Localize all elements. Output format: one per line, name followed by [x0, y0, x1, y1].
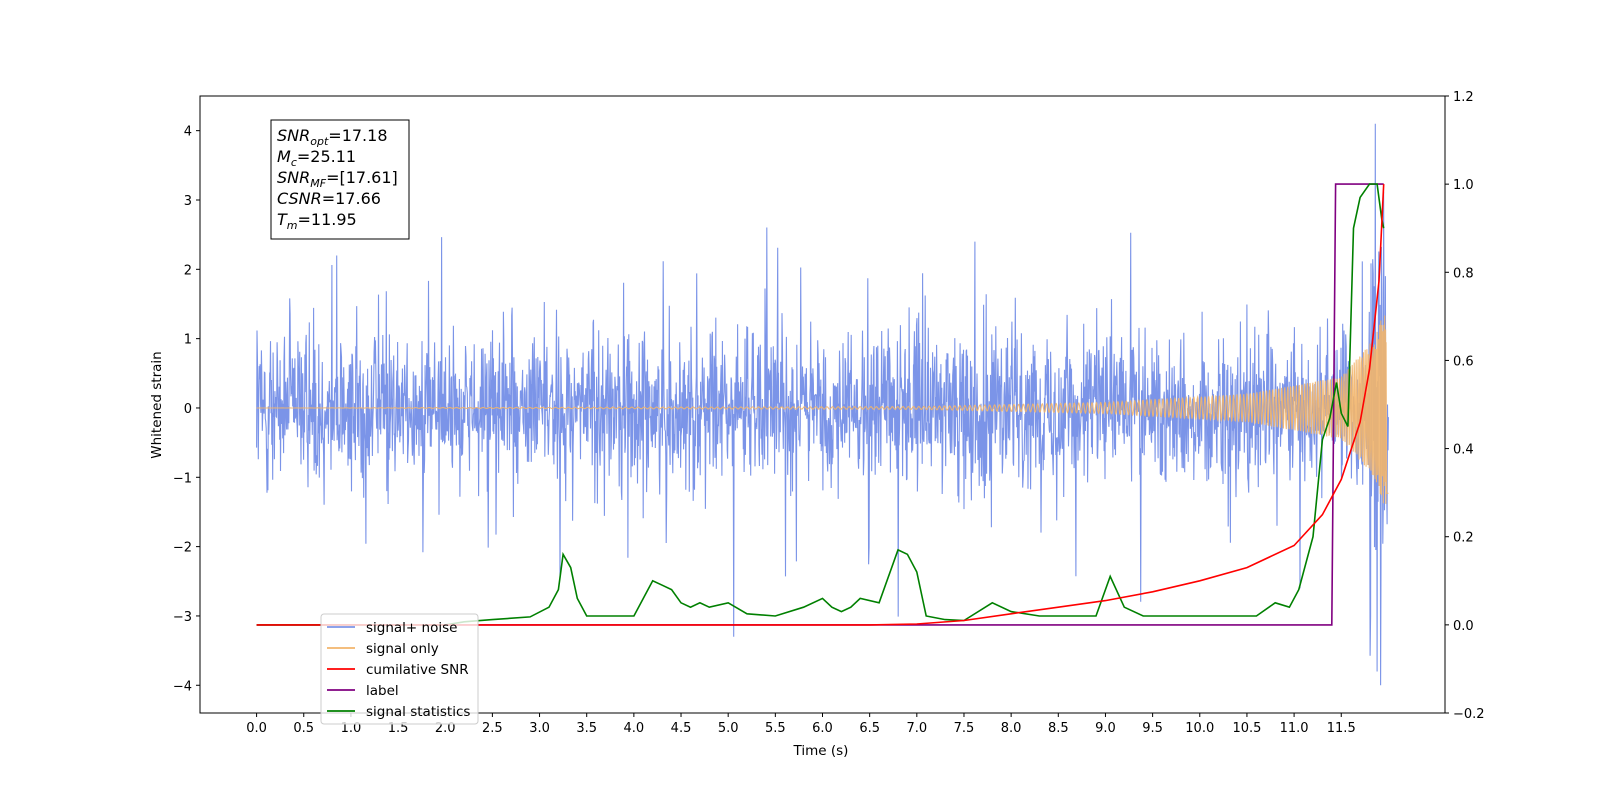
x-tick-label: 7.0 — [906, 721, 927, 736]
x-tick-label: 2.0 — [435, 721, 456, 736]
series-cumulative-snr-line — [256, 184, 1385, 626]
legend-entry-label: signal+ noise — [366, 620, 457, 636]
legend-entry-label: signal only — [366, 641, 439, 657]
legend: signal+ noise signal only cumilative SNR la… — [320, 613, 479, 725]
y2-tick-label: 0.2 — [1453, 531, 1474, 546]
y-tick-label: −3 — [173, 610, 192, 625]
x-tick-label: 7.5 — [954, 721, 975, 736]
y-tick-label: −1 — [173, 471, 192, 486]
x-axis-label: Time (s) — [793, 743, 849, 759]
legend-frame — [320, 613, 479, 725]
plot-area — [256, 123, 1389, 686]
x-tick-label: 8.0 — [1001, 721, 1022, 736]
x-tick-label: 3.0 — [529, 721, 550, 736]
x-tick-label: 10.5 — [1232, 721, 1261, 736]
annotation-line: Tm=11.95 — [277, 210, 357, 232]
series-signal-noise-line — [256, 123, 1389, 686]
y-tick-label: 1 — [184, 333, 192, 348]
y2-tick-label: 0.6 — [1453, 354, 1474, 369]
y2-tick-label: 0.4 — [1453, 443, 1474, 458]
x-tick-label: 11.0 — [1280, 721, 1309, 736]
y-tick-label: 0 — [184, 402, 192, 417]
x-tick-label: 5.5 — [765, 721, 786, 736]
y-tick-label: 2 — [184, 263, 192, 278]
y2-tick-label: 0.8 — [1453, 266, 1474, 281]
x-tick-label: 4.0 — [624, 721, 645, 736]
y-tick-label: −4 — [173, 679, 192, 694]
y2-tick-label: 0.0 — [1453, 619, 1474, 634]
x-tick-label: 6.0 — [812, 721, 833, 736]
x-tick-label: 2.5 — [482, 721, 503, 736]
y2-tick-label: 1.2 — [1453, 90, 1474, 105]
y2-tick-label: −0.2 — [1453, 707, 1485, 722]
y-axis-left: 4 3 2 1 0 −1 −2 −3 −4 — [173, 125, 200, 694]
x-tick-label: 5.0 — [718, 721, 739, 736]
series-signal-statistics-line — [256, 183, 1385, 626]
y-tick-label: 4 — [184, 125, 192, 140]
legend-entry-label: cumilative SNR — [366, 662, 469, 678]
x-tick-label: 11.5 — [1327, 721, 1356, 736]
y-axis-label: Whitened strain — [149, 351, 165, 458]
x-tick-label: 9.0 — [1095, 721, 1116, 736]
annotation-frame — [270, 119, 410, 240]
legend-entry-label: label — [366, 683, 399, 699]
x-tick-label: 0.0 — [246, 721, 267, 736]
x-tick-label: 1.5 — [388, 721, 409, 736]
annotation-line: SNRopt=17.18 — [277, 126, 388, 148]
annotation-line: CSNR=17.66 — [277, 189, 381, 208]
x-tick-label: 1.0 — [341, 721, 362, 736]
y-axis-right: 1.2 1.0 0.8 0.6 0.4 0.2 0.0 −0.2 — [1445, 90, 1485, 722]
x-tick-label: 0.5 — [293, 721, 314, 736]
annotation-line: SNRMF=[17.61] — [277, 168, 398, 190]
x-tick-label: 4.5 — [671, 721, 692, 736]
x-tick-label: 9.5 — [1142, 721, 1163, 736]
x-tick-label: 10.0 — [1185, 721, 1214, 736]
x-tick-label: 8.5 — [1048, 721, 1069, 736]
annotation-box: SNRopt=17.18Mc=25.11SNRMF=[17.61]CSNR=17… — [270, 119, 410, 240]
x-axis: 0.0 0.5 1.0 1.5 2.0 2.5 3.0 3.5 4.0 4.5 5.0 5.5 6.0 6… — [246, 713, 1356, 736]
x-tick-label: 3.5 — [576, 721, 597, 736]
y2-tick-label: 1.0 — [1453, 178, 1474, 193]
y-tick-label: −2 — [173, 541, 192, 556]
annotation-line: Mc=25.11 — [277, 147, 356, 169]
x-tick-label: 6.5 — [859, 721, 880, 736]
y-tick-label: 3 — [184, 194, 192, 209]
legend-entry-label: signal statistics — [366, 704, 470, 720]
series-signal-only-line — [256, 315, 1389, 504]
